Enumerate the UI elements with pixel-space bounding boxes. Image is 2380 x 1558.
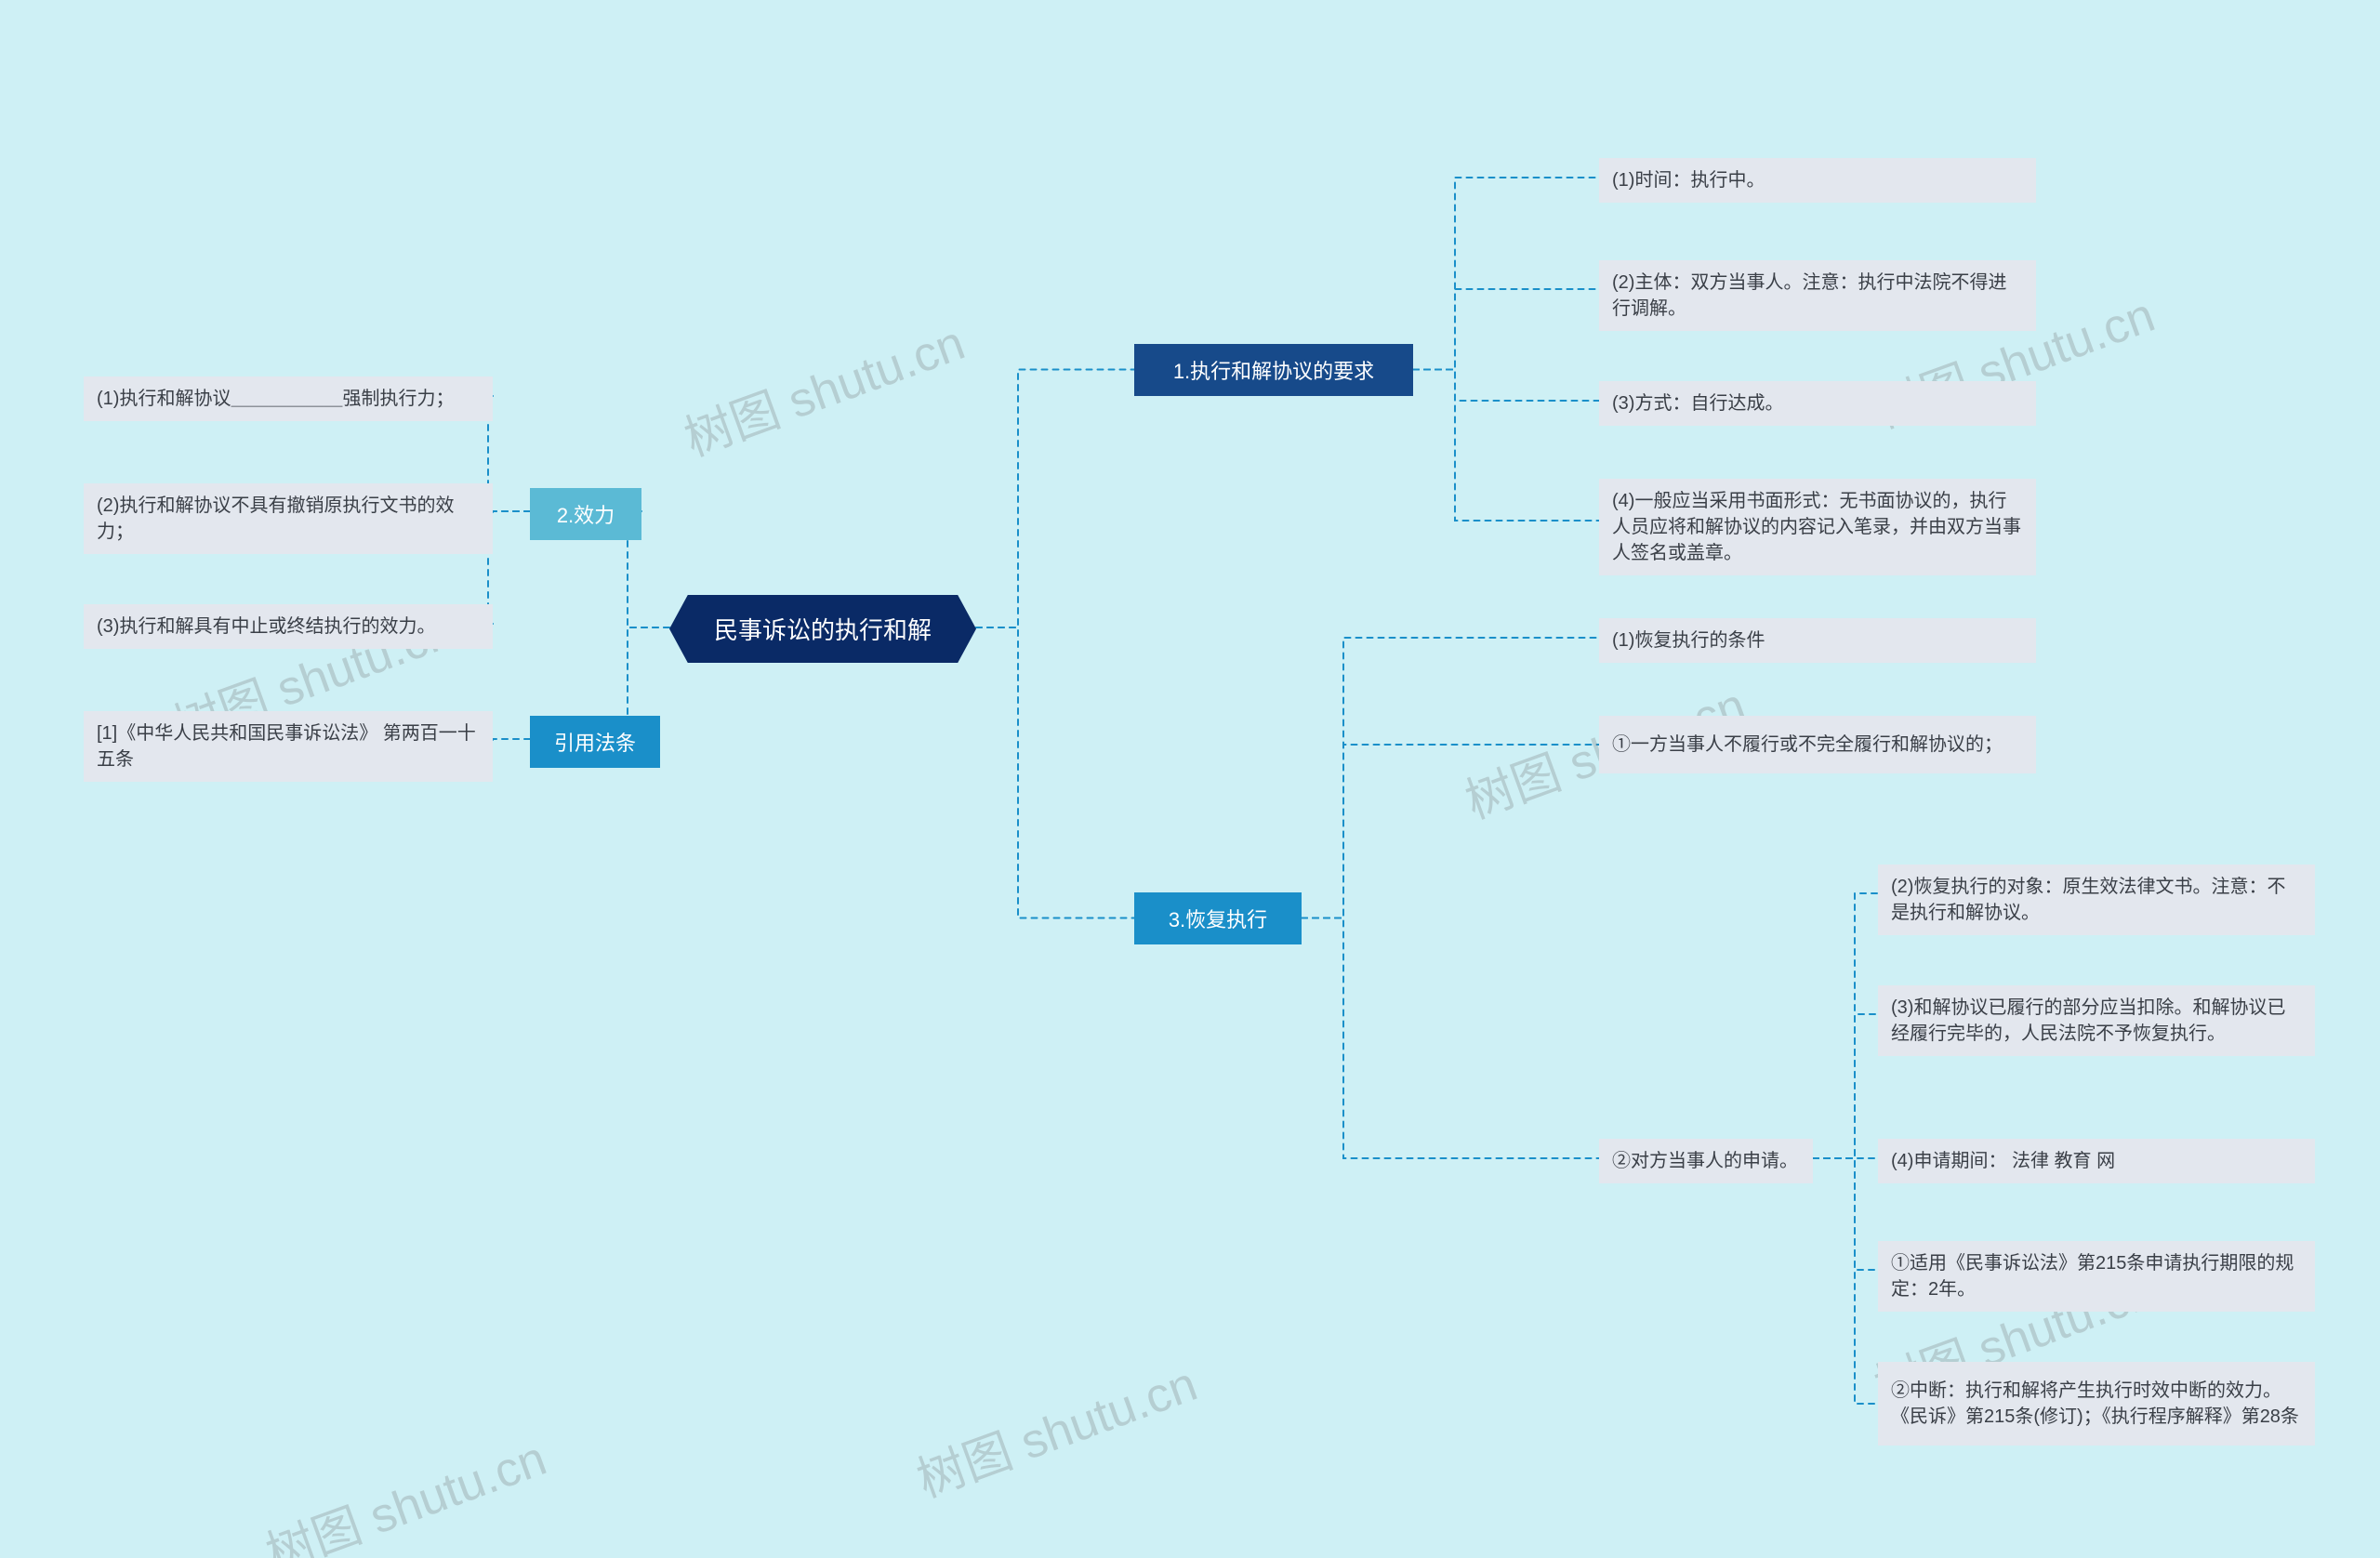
leaf-node-b3l3c2[interactable]: (3)和解协议已履行的部分应当扣除。和解协议已经履行完毕的，人民法院不予恢复执行… [1878, 985, 2315, 1056]
leaf-node-b3l3c4[interactable]: ①适用《民事诉讼法》第215条申请执行期限的规定：2年。 [1878, 1241, 2315, 1312]
leaf-node-b3l2[interactable]: ①一方当事人不履行或不完全履行和解协议的； [1599, 716, 2036, 773]
leaf-node-b3l3[interactable]: ②对方当事人的申请。 [1599, 1139, 1813, 1183]
branch-node-b1[interactable]: 1.执行和解协议的要求 [1134, 344, 1413, 396]
mindmap-canvas: 树图 shutu.cn树图 shutu.cn树图 shutu.cn树图 shut… [0, 0, 2380, 1558]
root-node[interactable]: 民事诉讼的执行和解 [669, 595, 976, 663]
leaf-node-b1l1[interactable]: (1)时间：执行中。 [1599, 158, 2036, 203]
leaf-node-b3l3c1[interactable]: (2)恢复执行的对象：原生效法律文书。注意：不是执行和解协议。 [1878, 865, 2315, 935]
leaf-node-b2l1[interactable]: (1)执行和解协议＿＿＿＿＿＿强制执行力； [84, 376, 493, 421]
leaf-node-b2l3[interactable]: (3)执行和解具有中止或终结执行的效力。 [84, 604, 493, 649]
leaf-node-brefl1[interactable]: [1]《中华人民共和国民事诉讼法》 第两百一十五条 [84, 711, 493, 782]
branch-node-bref[interactable]: 引用法条 [530, 716, 660, 768]
leaf-node-b3l3c3[interactable]: (4)申请期间： 法律 教育 网 [1878, 1139, 2315, 1183]
leaf-node-b3l3c5[interactable]: ②中断：执行和解将产生执行时效中断的效力。《民诉》第215条(修订)；《执行程序… [1878, 1362, 2315, 1446]
leaf-node-b1l3[interactable]: (3)方式：自行达成。 [1599, 381, 2036, 426]
leaf-node-b2l2[interactable]: (2)执行和解协议不具有撤销原执行文书的效力； [84, 483, 493, 554]
branch-node-b2[interactable]: 2.效力 [530, 488, 641, 540]
watermark: 树图 shutu.cn [255, 1419, 554, 1558]
watermark: 树图 shutu.cn [673, 304, 972, 469]
branch-node-b3[interactable]: 3.恢复执行 [1134, 892, 1302, 944]
leaf-node-b1l2[interactable]: (2)主体：双方当事人。注意：执行中法院不得进行调解。 [1599, 260, 2036, 331]
leaf-node-b3l1[interactable]: (1)恢复执行的条件 [1599, 618, 2036, 663]
watermark: 树图 shutu.cn [906, 1345, 1205, 1511]
leaf-node-b1l4[interactable]: (4)一般应当采用书面形式：无书面协议的，执行人员应将和解协议的内容记入笔录，并… [1599, 479, 2036, 575]
